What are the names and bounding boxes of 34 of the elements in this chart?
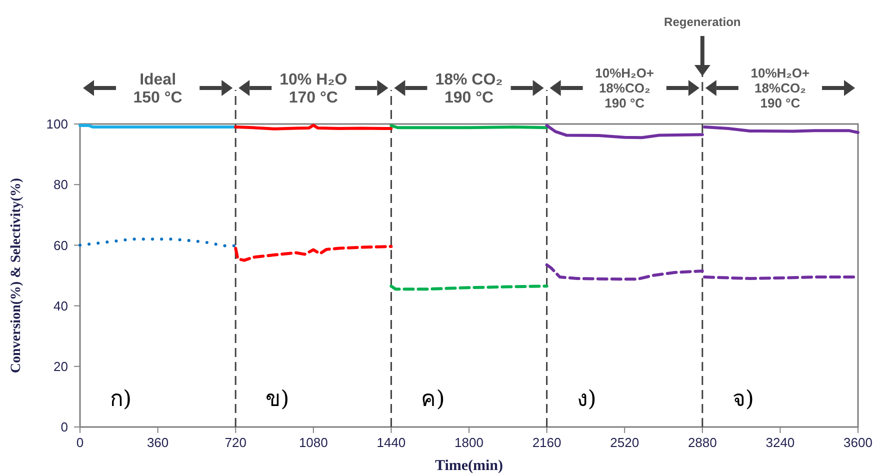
- text: 10% H₂O 170 °C: [280, 72, 348, 107]
- x-tick-label: 3600: [844, 435, 872, 450]
- x-tick-label: 1080: [298, 435, 328, 450]
- annotation: ง): [576, 387, 596, 412]
- line-series: [545, 124, 704, 140]
- y-tick-label: 20: [54, 358, 68, 374]
- line-series: [234, 244, 393, 262]
- y-tick-label: 60: [54, 238, 68, 253]
- y-tick-label: 80: [54, 177, 68, 192]
- x-tick-label: 0: [76, 435, 84, 450]
- x-tick-label: 2160: [532, 435, 562, 450]
- x-tick-label: 1440: [376, 435, 406, 450]
- y-tick-label: 0: [60, 420, 68, 435]
- line-series: [545, 263, 704, 281]
- text: 18% CO₂ 190 °C: [435, 72, 503, 107]
- x-tick-label: 2880: [688, 435, 717, 450]
- x-tick-label: 360: [146, 435, 169, 450]
- x-tick-label: 1800: [454, 435, 484, 450]
- text: Regeneration: [664, 15, 741, 29]
- x-tick-label: 720: [224, 435, 246, 450]
- line-series: [78, 238, 238, 248]
- annotation: ข): [266, 387, 290, 412]
- x-tick-label: 3240: [766, 435, 795, 450]
- x-axis-title: Time(min): [434, 458, 504, 474]
- text: 10%H₂O+ 18%CO₂ 190 °C: [595, 66, 654, 111]
- y-axis-title: Conversion(%) & Selectivity(%): [9, 178, 24, 374]
- y-tick-label: 40: [54, 298, 68, 314]
- text: 10%H₂O+ 18%CO₂ 190 °C: [750, 66, 810, 111]
- text: Ideal 150 °C: [133, 72, 183, 107]
- annotation: จ): [732, 387, 754, 412]
- x-tick-label: 2520: [610, 435, 640, 450]
- annotation: ก): [110, 387, 132, 412]
- y-tick-label: 100: [46, 116, 68, 132]
- annotation: ค): [421, 387, 445, 412]
